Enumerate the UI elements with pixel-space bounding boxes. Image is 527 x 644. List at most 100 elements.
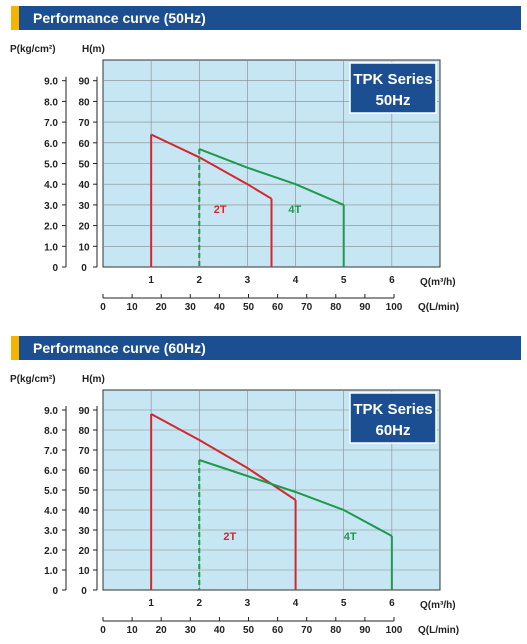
head-tick-label: 0 [81, 586, 87, 597]
x2-tick-label: 20 [156, 625, 168, 636]
performance-chart-60hz: P(kg/cm²) H(m) 0 1.0 2.0 3.0 4.0 5.0 6.0 7.0 8.0 9.… [10, 374, 459, 636]
pressure-tick-label: 2.0 [44, 222, 58, 233]
x2-tick-label: 10 [127, 302, 139, 313]
section-title: Performance curve (50Hz) [33, 10, 206, 26]
x-tick-label: 2 [197, 598, 203, 609]
head-tick-label: 20 [78, 222, 90, 233]
x-tick-label: 4 [293, 598, 299, 609]
series-label-2t: 2T [214, 204, 227, 216]
pressure-tick-label: 2.0 [44, 546, 58, 557]
header-accent [11, 336, 19, 360]
x2-tick-label: 30 [185, 302, 197, 313]
x2-tick-label: 50 [243, 302, 255, 313]
pressure-tick-label: 0 [52, 586, 58, 597]
x2-tick-label: 70 [301, 625, 313, 636]
pressure-tick-label: 3.0 [44, 201, 58, 212]
x2-tick-label: 0 [100, 302, 106, 313]
head-tick-label: 50 [78, 486, 90, 497]
x2-tick-label: 100 [386, 302, 403, 313]
x2-tick-label: 80 [330, 302, 342, 313]
head-tick-label: 90 [78, 77, 90, 88]
head-tick-label: 50 [78, 160, 90, 171]
head-tick-label: 70 [78, 118, 90, 129]
y-axis-label-pressure: P(kg/cm²) [10, 374, 56, 385]
pressure-tick-label: 8.0 [44, 97, 58, 108]
head-tick-label: 0 [81, 263, 87, 274]
head-tick-label: 70 [78, 446, 90, 457]
chart-panel-60hz: Performance curve (60Hz) P(kg/cm²) H(m) 0 1… [0, 330, 527, 644]
badge-series-text: TPK Series [353, 401, 432, 418]
x2-axis-label: Q(L/min) [418, 625, 459, 636]
pressure-tick-label: 4.0 [44, 506, 58, 517]
pressure-tick-label: 1.0 [44, 566, 58, 577]
x2-tick-label: 0 [100, 625, 106, 636]
x-tick-label: 2 [197, 275, 203, 286]
badge-frequency-text: 50Hz [375, 92, 410, 109]
pressure-tick-label: 7.0 [44, 446, 58, 457]
x2-tick-label: 60 [272, 302, 284, 313]
x2-tick-label: 70 [301, 302, 313, 313]
head-tick-label: 80 [78, 97, 90, 108]
badge-frequency-text: 60Hz [375, 422, 410, 439]
x2-tick-label: 80 [330, 625, 342, 636]
y-axis-label-pressure: P(kg/cm²) [10, 44, 56, 55]
badge-series-text: TPK Series [353, 71, 432, 88]
head-tick-label: 90 [78, 406, 90, 417]
y-axis-label-head: H(m) [82, 44, 105, 55]
performance-chart-50hz: P(kg/cm²) H(m) 0 1.0 2.0 3.0 4.0 5.0 6.0 7.0 8.0 9.… [10, 44, 459, 313]
x2-tick-label: 20 [156, 302, 168, 313]
head-tick-label: 80 [78, 426, 90, 437]
series-badge [349, 62, 437, 114]
section-title: Performance curve (60Hz) [33, 340, 206, 356]
series-label-4t: 4T [344, 531, 357, 543]
pressure-tick-label: 7.0 [44, 118, 58, 129]
head-tick-label: 10 [78, 566, 90, 577]
pressure-tick-label: 8.0 [44, 426, 58, 437]
curve-4t [198, 459, 393, 537]
x-tick-label: 1 [148, 598, 154, 609]
x-axis-label: Q(m³/h) [420, 600, 456, 611]
pressure-tick-label: 9.0 [44, 77, 58, 88]
x-tick-label: 5 [341, 275, 347, 286]
pressure-tick-label: 4.0 [44, 180, 58, 191]
x-tick-label: 6 [389, 275, 395, 286]
x-tick-label: 6 [389, 598, 395, 609]
x2-tick-label: 50 [243, 625, 255, 636]
head-tick-label: 60 [78, 466, 90, 477]
x-tick-label: 4 [293, 275, 299, 286]
series-badge [349, 392, 437, 444]
head-tick-label: 40 [78, 180, 90, 191]
pressure-tick-label: 6.0 [44, 466, 58, 477]
x2-tick-label: 40 [214, 302, 226, 313]
x-tick-label: 5 [341, 598, 347, 609]
x-axis-label: Q(m³/h) [420, 277, 456, 288]
x2-tick-label: 60 [272, 625, 284, 636]
head-tick-label: 60 [78, 139, 90, 150]
section-header-bar: Performance curve (50Hz) [11, 6, 521, 30]
x2-tick-label: 10 [127, 625, 139, 636]
head-tick-label: 30 [78, 201, 90, 212]
series-label-2t: 2T [223, 531, 236, 543]
pressure-tick-label: 3.0 [44, 526, 58, 537]
x-tick-label: 3 [245, 598, 251, 609]
pressure-tick-label: 0 [52, 263, 58, 274]
y-axis-label-head: H(m) [82, 374, 105, 385]
head-tick-label: 10 [78, 242, 90, 253]
x2-tick-label: 100 [386, 625, 403, 636]
pressure-tick-label: 1.0 [44, 242, 58, 253]
x-tick-label: 3 [245, 275, 251, 286]
x2-tick-label: 40 [214, 625, 226, 636]
pressure-tick-label: 9.0 [44, 406, 58, 417]
x2-tick-label: 90 [359, 302, 371, 313]
x-tick-label: 1 [148, 275, 154, 286]
section-header-bar: Performance curve (60Hz) [11, 336, 521, 360]
head-tick-label: 30 [78, 526, 90, 537]
pressure-tick-label: 6.0 [44, 139, 58, 150]
pressure-tick-label: 5.0 [44, 486, 58, 497]
head-tick-label: 40 [78, 506, 90, 517]
x2-tick-label: 90 [359, 625, 371, 636]
x2-axis-label: Q(L/min) [418, 302, 459, 313]
pressure-tick-label: 5.0 [44, 160, 58, 171]
chart-panel-50hz: Performance curve (50Hz) P(kg/cm²) H(m) 0 1… [0, 0, 527, 320]
series-label-4t: 4T [288, 204, 301, 216]
